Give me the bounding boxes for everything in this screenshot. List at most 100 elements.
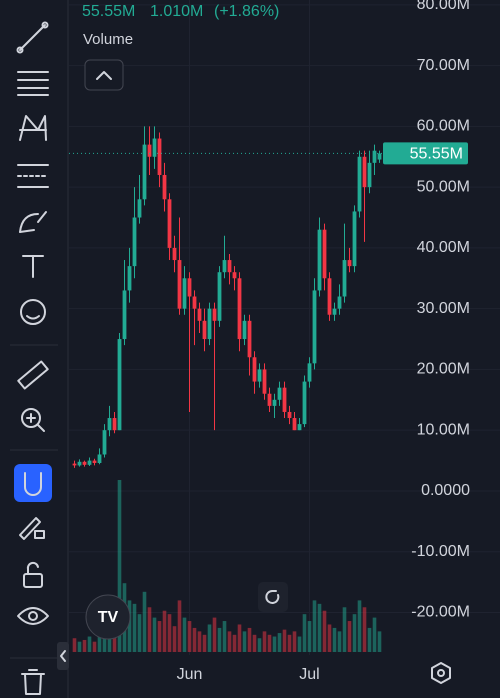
volume-bar	[87, 636, 92, 652]
candle-body	[307, 363, 312, 382]
volume-bar	[192, 627, 197, 652]
candle-body	[192, 296, 197, 309]
volume-bar	[367, 627, 372, 652]
plot: 80.00M 70.00M 60.00M 50.00M 40.00M 30.00M 20.0…	[69, 0, 500, 683]
volume-bar	[137, 614, 142, 652]
lock-drawings-tool[interactable]	[19, 517, 45, 540]
collapse-legend-button[interactable]	[84, 59, 124, 91]
candle-body	[132, 217, 137, 267]
chevron-up	[96, 71, 112, 80]
brush-tool[interactable]	[19, 211, 47, 233]
fib-tool[interactable]	[17, 164, 49, 188]
candle-body	[297, 424, 302, 431]
trend-line-tool[interactable]	[16, 21, 49, 54]
candle-body	[312, 290, 317, 364]
volume-bar	[377, 631, 382, 652]
volume-bar	[202, 634, 207, 652]
candle-body	[237, 278, 242, 340]
candle-body	[187, 278, 192, 297]
x-tick-label: Jun	[177, 666, 203, 683]
volume-bar	[317, 603, 322, 652]
candle-body	[87, 460, 92, 465]
zoom-tool[interactable]	[21, 408, 45, 432]
candle-body	[142, 144, 147, 200]
candle-body	[197, 308, 202, 321]
pattern-tool[interactable]	[19, 115, 47, 141]
candle-body	[327, 278, 332, 315]
candle-body	[252, 357, 257, 382]
candle-body	[247, 320, 252, 358]
volume-bar	[97, 631, 102, 652]
last-price-tag	[383, 142, 468, 165]
magnet-tool-active[interactable]	[14, 464, 52, 502]
candle-body	[97, 454, 102, 463]
y-tick-label: 20.00M	[417, 361, 470, 378]
volume-bar	[307, 621, 312, 652]
candle-body	[112, 418, 117, 431]
candle-body	[152, 138, 157, 157]
candle-body	[177, 260, 182, 309]
hide-tool[interactable]	[17, 607, 49, 625]
tv-logo[interactable]	[85, 594, 131, 640]
candle-body	[357, 156, 362, 212]
volume-bar	[187, 621, 192, 652]
candle-body	[122, 290, 127, 340]
y-tick-label: 0.0000	[421, 482, 470, 499]
candle-body	[367, 162, 372, 188]
candle-body	[167, 199, 172, 248]
candle-body	[92, 460, 97, 463]
horizontal-lines-tool[interactable]	[17, 71, 49, 96]
unlock-tool[interactable]	[23, 561, 43, 588]
delete-tool[interactable]	[21, 669, 45, 695]
candle-body	[372, 150, 377, 163]
volume-bar	[372, 617, 377, 652]
volume-bar	[352, 614, 357, 652]
y-tick-label: 30.00M	[417, 300, 470, 317]
candle-body	[257, 369, 262, 382]
candle-body	[127, 266, 132, 291]
volume-bar	[222, 621, 227, 652]
volume-bar	[302, 614, 307, 652]
emoji-tool[interactable]	[20, 299, 46, 325]
ruler-tool[interactable]	[17, 360, 49, 390]
candle-body	[322, 229, 327, 279]
candle-body	[217, 272, 222, 321]
candle-body	[182, 278, 187, 309]
settings-button[interactable]	[431, 662, 451, 684]
candle-body	[267, 393, 272, 406]
volume-bar	[127, 600, 132, 652]
candle-body	[362, 156, 367, 188]
collapse-toolbar[interactable]	[57, 642, 69, 670]
volume-bar	[157, 621, 162, 652]
candle-body	[102, 430, 107, 455]
y-tick-label: -20.00M	[411, 604, 470, 621]
candle-body	[332, 308, 337, 315]
reset-button[interactable]	[258, 582, 288, 612]
magnet-icon	[24, 472, 42, 496]
study-name: Volume	[83, 31, 133, 48]
volume-bar	[72, 638, 77, 652]
candle-body	[107, 418, 112, 431]
text-tool[interactable]	[22, 255, 44, 278]
candle-body	[242, 320, 247, 340]
candle-body	[82, 461, 87, 465]
legend-change: 1.010M	[150, 3, 203, 20]
volume-bar	[262, 631, 267, 652]
volume-bar	[337, 631, 342, 652]
candle-body	[292, 418, 297, 431]
y-tick-label: 60.00M	[417, 118, 470, 135]
volume-bar	[132, 603, 137, 652]
candle-body	[342, 260, 347, 297]
volume-bar	[117, 480, 122, 652]
y-tick-label: 80.00M	[417, 0, 470, 13]
volume-bar	[242, 631, 247, 652]
legend-price: 55.55M	[82, 3, 135, 20]
volume-bar	[252, 634, 257, 652]
volume-bar	[177, 600, 182, 652]
candle-body	[157, 138, 162, 175]
volume-bar	[147, 607, 152, 652]
volume-bar	[237, 624, 242, 652]
volume-bar	[142, 591, 147, 652]
